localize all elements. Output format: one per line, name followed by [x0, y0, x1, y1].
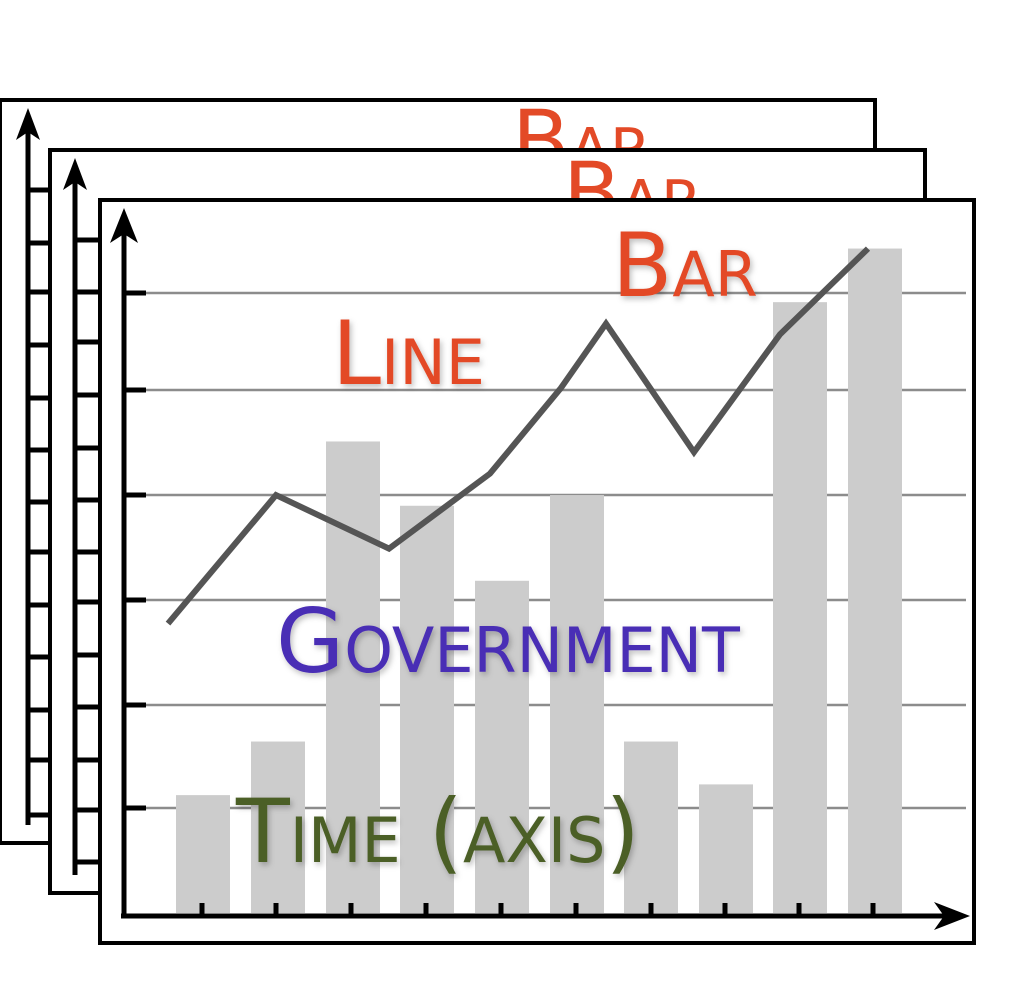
x-axis-arrow [934, 902, 970, 930]
bar-8 [699, 784, 753, 913]
bar-4 [400, 505, 454, 913]
government-label: Government [276, 590, 741, 693]
x-axis-ticks [199, 903, 876, 918]
bar-10 [848, 248, 902, 914]
bar-9 [773, 302, 827, 913]
bar-5 [475, 580, 529, 913]
bar-1 [176, 795, 230, 913]
bar-label: Bar [612, 214, 758, 317]
bar-2 [251, 741, 305, 913]
front-sheet: Bar Line Government Time (axis) [98, 198, 976, 945]
time-axis-label: Time (axis) [235, 780, 640, 883]
line-label: Line [332, 302, 485, 405]
bar-series [176, 248, 902, 914]
bar-6 [550, 495, 604, 913]
line-series [165, 246, 871, 626]
y-axis-ticks [124, 290, 146, 811]
y-axis-arrow [110, 208, 138, 243]
bar-7 [624, 741, 678, 913]
